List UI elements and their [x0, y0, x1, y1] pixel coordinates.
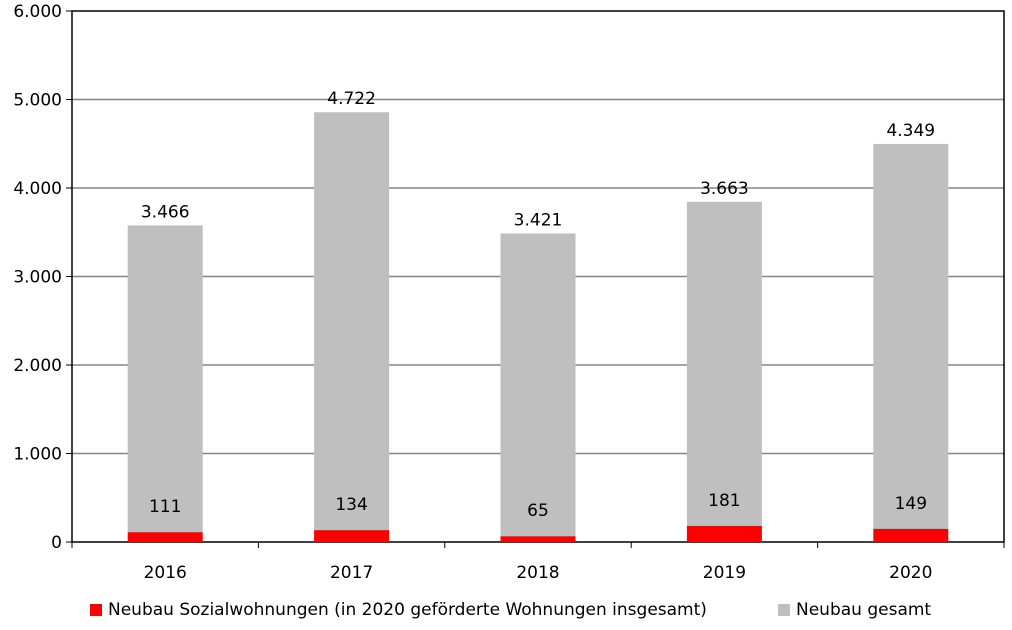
data-label-sozialwohnungen-2019: 181	[708, 491, 740, 511]
y-tick-label: 0	[51, 533, 62, 553]
legend: Neubau Sozialwohnungen (in 2020 geförder…	[0, 600, 1012, 628]
bar-neubau-gesamt-2019	[686, 201, 762, 526]
data-label-sozialwohnungen-2020: 149	[895, 494, 927, 514]
bar-sozialwohnungen-2016	[127, 532, 203, 542]
data-label-sozialwohnungen-2017: 134	[335, 495, 367, 515]
data-label-sozialwohnungen-2018: 65	[527, 501, 549, 521]
bar-neubau-gesamt-2017	[314, 112, 390, 531]
bar-sozialwohnungen-2020	[873, 528, 949, 542]
bar-neubau-gesamt-2016	[127, 225, 203, 533]
y-tick-label: 4.000	[13, 179, 62, 199]
data-label-sozialwohnungen-2016: 111	[149, 497, 181, 517]
y-tick-label: 2.000	[13, 356, 62, 376]
x-tick-label-2016: 2016	[144, 563, 187, 583]
y-tick-label: 5.000	[13, 91, 62, 111]
bar-neubau-gesamt-2020	[873, 143, 949, 529]
y-tick-label: 1.000	[13, 445, 62, 465]
data-label-neubau-gesamt-2019: 3.663	[700, 179, 749, 199]
data-label-neubau-gesamt-2016: 3.466	[141, 202, 190, 222]
bar-sozialwohnungen-2018	[500, 536, 576, 542]
x-tick-label-2017: 2017	[330, 563, 373, 583]
x-tick-label-2018: 2018	[516, 563, 559, 583]
legend-label-social: Neubau Sozialwohnungen (in 2020 geförder…	[108, 600, 707, 620]
data-label-neubau-gesamt-2017: 4.722	[327, 89, 376, 109]
legend-label-total: Neubau gesamt	[796, 600, 932, 620]
data-label-neubau-gesamt-2018: 3.421	[514, 210, 563, 230]
legend-swatch-social	[90, 604, 102, 616]
y-tick-label: 6.000	[13, 2, 62, 22]
legend-swatch-total	[778, 604, 790, 616]
y-tick-label: 3.000	[13, 268, 62, 288]
bar-sozialwohnungen-2017	[314, 530, 390, 542]
x-tick-label-2020: 2020	[889, 563, 932, 583]
data-label-neubau-gesamt-2020: 4.349	[886, 121, 935, 141]
bar-sozialwohnungen-2019	[686, 525, 762, 542]
legend-item-total: Neubau gesamt	[778, 600, 931, 620]
legend-item-social: Neubau Sozialwohnungen (in 2020 geförder…	[90, 600, 707, 620]
x-tick-label-2019: 2019	[703, 563, 746, 583]
bar-chart: 0 1.000 2.000 3.000 4.000 5.000 6.000 3.466 111 2…	[13, 2, 1005, 583]
bar-neubau-gesamt-2018	[500, 233, 576, 537]
